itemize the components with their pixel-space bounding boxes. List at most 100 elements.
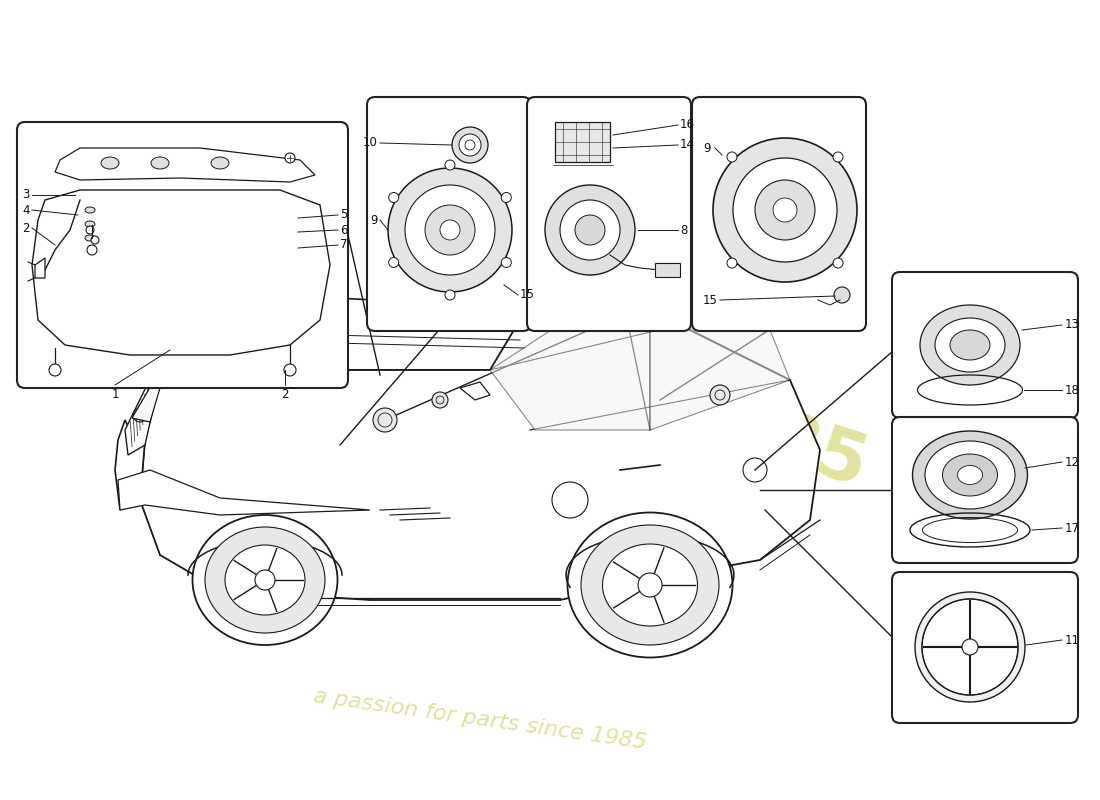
Polygon shape — [35, 258, 45, 278]
Bar — [556, 122, 610, 162]
Ellipse shape — [226, 545, 305, 615]
Polygon shape — [535, 285, 760, 325]
Polygon shape — [132, 384, 160, 422]
Ellipse shape — [85, 221, 95, 227]
Circle shape — [713, 138, 857, 282]
Polygon shape — [490, 285, 620, 370]
Ellipse shape — [85, 207, 95, 213]
Circle shape — [727, 152, 737, 162]
Text: 13: 13 — [1065, 318, 1080, 331]
Circle shape — [755, 180, 815, 240]
Circle shape — [405, 185, 495, 275]
Circle shape — [962, 639, 978, 655]
Ellipse shape — [101, 157, 119, 169]
Circle shape — [440, 220, 460, 240]
Text: 1: 1 — [111, 388, 119, 401]
Ellipse shape — [151, 157, 169, 169]
Text: 18: 18 — [1065, 383, 1080, 397]
Circle shape — [255, 570, 275, 590]
Circle shape — [638, 573, 662, 597]
Circle shape — [834, 287, 850, 303]
Circle shape — [773, 198, 798, 222]
Ellipse shape — [211, 157, 229, 169]
Circle shape — [502, 258, 512, 267]
Circle shape — [432, 392, 448, 408]
Text: 15: 15 — [703, 294, 718, 306]
Polygon shape — [490, 285, 650, 430]
Circle shape — [710, 385, 730, 405]
Text: a passion for parts since 1985: a passion for parts since 1985 — [312, 686, 648, 754]
Text: 2: 2 — [22, 222, 30, 234]
Text: 3: 3 — [23, 189, 30, 202]
Circle shape — [575, 215, 605, 245]
Ellipse shape — [568, 513, 733, 658]
Circle shape — [425, 205, 475, 255]
Ellipse shape — [581, 525, 719, 645]
Circle shape — [388, 193, 398, 202]
Polygon shape — [460, 382, 490, 400]
Ellipse shape — [935, 318, 1005, 372]
Polygon shape — [116, 370, 155, 510]
Circle shape — [833, 258, 843, 268]
Circle shape — [922, 599, 1018, 695]
Text: 9: 9 — [703, 142, 711, 154]
Circle shape — [91, 236, 99, 244]
Circle shape — [544, 185, 635, 275]
Circle shape — [86, 226, 94, 234]
Text: 2: 2 — [282, 388, 288, 401]
Text: 6: 6 — [340, 223, 348, 237]
Polygon shape — [140, 295, 820, 600]
Ellipse shape — [925, 441, 1015, 509]
Polygon shape — [32, 190, 330, 355]
Ellipse shape — [920, 305, 1020, 385]
FancyBboxPatch shape — [892, 572, 1078, 723]
Circle shape — [727, 258, 737, 268]
Text: 1985: 1985 — [663, 376, 877, 504]
Circle shape — [560, 200, 620, 260]
Ellipse shape — [192, 515, 338, 645]
Text: 14: 14 — [680, 138, 695, 151]
Text: 16: 16 — [680, 118, 695, 131]
Text: 11: 11 — [1065, 634, 1080, 646]
Text: 8: 8 — [680, 223, 688, 237]
Text: 10: 10 — [363, 137, 378, 150]
Bar — [654, 263, 680, 277]
Polygon shape — [118, 470, 370, 515]
Circle shape — [733, 158, 837, 262]
Ellipse shape — [957, 466, 982, 485]
Circle shape — [373, 408, 397, 432]
Circle shape — [388, 258, 398, 267]
Circle shape — [502, 193, 512, 202]
Circle shape — [452, 127, 488, 163]
FancyBboxPatch shape — [892, 272, 1078, 418]
Polygon shape — [155, 295, 560, 370]
Circle shape — [446, 160, 455, 170]
Ellipse shape — [85, 235, 95, 241]
Polygon shape — [155, 345, 220, 380]
FancyBboxPatch shape — [892, 417, 1078, 563]
Ellipse shape — [205, 527, 324, 633]
Text: 15: 15 — [520, 289, 535, 302]
Ellipse shape — [603, 544, 697, 626]
Text: 9: 9 — [371, 214, 378, 226]
Circle shape — [459, 134, 481, 156]
Text: euromotive: euromotive — [108, 284, 751, 576]
Circle shape — [446, 290, 455, 300]
Polygon shape — [55, 148, 315, 182]
Polygon shape — [650, 290, 790, 430]
Circle shape — [915, 592, 1025, 702]
Ellipse shape — [913, 431, 1027, 519]
Text: 4: 4 — [22, 203, 30, 217]
FancyBboxPatch shape — [527, 97, 691, 331]
Text: 12: 12 — [1065, 455, 1080, 469]
Ellipse shape — [950, 330, 990, 360]
Polygon shape — [125, 375, 155, 455]
FancyBboxPatch shape — [692, 97, 866, 331]
Text: 5: 5 — [340, 209, 348, 222]
Ellipse shape — [943, 454, 998, 496]
Text: 7: 7 — [340, 238, 348, 251]
FancyBboxPatch shape — [367, 97, 531, 331]
Circle shape — [833, 152, 843, 162]
Circle shape — [284, 364, 296, 376]
FancyBboxPatch shape — [16, 122, 348, 388]
